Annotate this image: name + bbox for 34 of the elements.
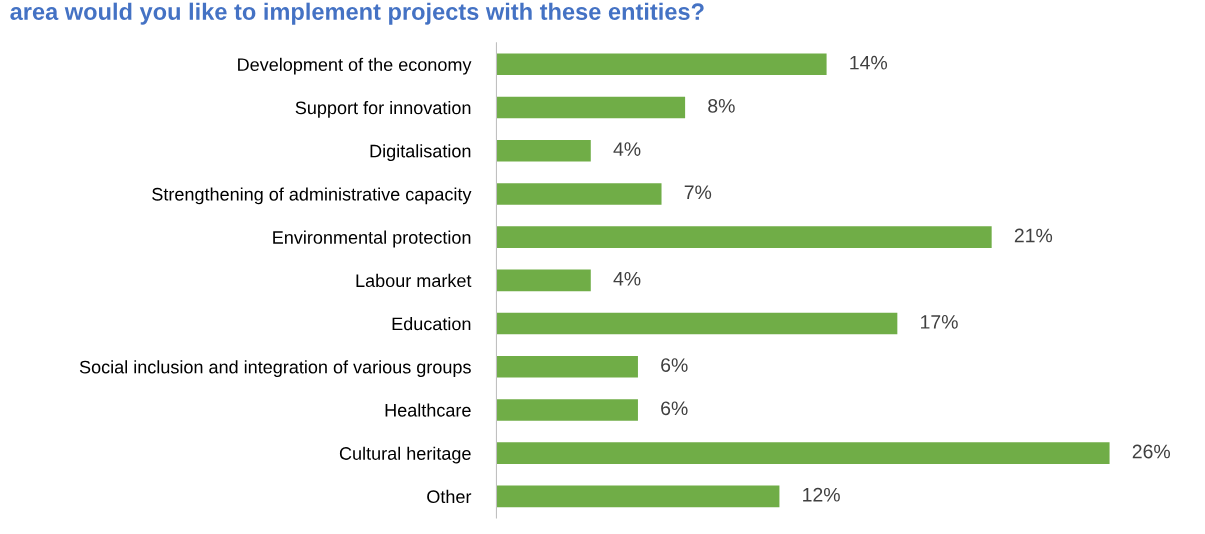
data-label: 21%: [1014, 228, 1053, 243]
data-label: 14%: [850, 55, 888, 70]
data-label: 7%: [684, 185, 712, 200]
data-label: 6%: [661, 401, 688, 416]
y-tick-label: Social inclusion and integration of various groups: [79, 360, 471, 378]
y-tick-label: Environmental protection: [273, 230, 471, 248]
data-label: 4%: [613, 271, 641, 286]
bar: [496, 269, 591, 292]
y-tick-label: Healthcare: [385, 403, 471, 417]
bar: [496, 53, 827, 76]
bar: [496, 183, 662, 205]
y-tick-label: Other: [427, 489, 472, 504]
bar: [496, 485, 780, 508]
data-label: 17%: [921, 315, 958, 329]
y-tick-label: Digitalisation: [370, 144, 471, 162]
bar: [496, 355, 638, 378]
bar: [496, 399, 638, 421]
data-label: 26%: [1132, 444, 1171, 459]
data-label: 8%: [708, 98, 735, 113]
chart-title: area would you like to implement projects with these entities?: [10, 2, 704, 25]
y-tick-label: Strengthening of administrative capacity: [152, 187, 472, 205]
y-tick-label: Labour market: [356, 273, 472, 288]
bar: [496, 226, 992, 248]
y-tick-label: Support for innovation: [295, 100, 471, 118]
y-tick-label: Development of the economy: [238, 57, 472, 75]
data-label: 4%: [613, 142, 641, 156]
bar: [496, 96, 686, 119]
data-label: 12%: [803, 487, 840, 502]
data-label: 6%: [661, 358, 688, 372]
bar: [496, 139, 591, 162]
bar: [496, 442, 1110, 464]
y-tick-label: Cultural heritage: [339, 446, 471, 464]
y-tick-label: Education: [392, 317, 471, 331]
bar: [496, 312, 898, 335]
